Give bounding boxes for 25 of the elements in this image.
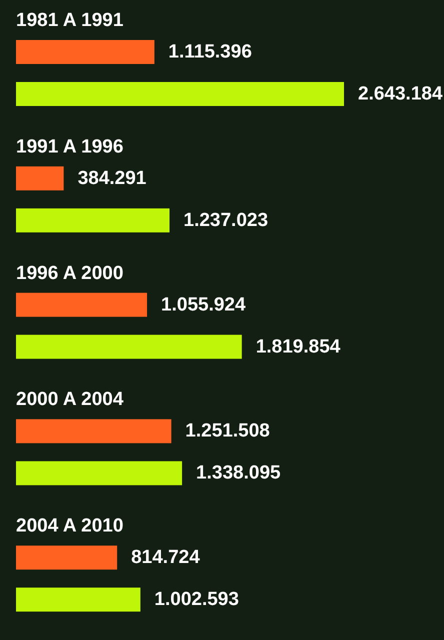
bar xyxy=(16,82,344,106)
bar xyxy=(16,292,148,317)
bar xyxy=(16,166,64,190)
data-label: 1.338.095 xyxy=(196,462,282,484)
data-label: 2.643.184 xyxy=(358,84,443,104)
data-label: 1.115.396 xyxy=(168,42,252,62)
y-tick-label: 2004 A 2010 xyxy=(16,516,124,537)
data-label: 1.819.854 xyxy=(256,336,341,358)
bar xyxy=(16,40,154,64)
y-tick-label: 2000 A 2004 xyxy=(16,389,124,410)
data-label: 1.055.924 xyxy=(161,294,246,316)
data-label: 1.002.593 xyxy=(154,589,239,610)
data-label: 1.251.508 xyxy=(185,420,270,442)
y-tick-label: 1981 A 1991 xyxy=(16,10,124,31)
bar xyxy=(16,334,242,359)
data-label: 814.724 xyxy=(131,547,200,568)
bar xyxy=(16,588,140,612)
y-tick-label: 1996 A 2000 xyxy=(16,262,124,284)
bar xyxy=(16,546,118,570)
bar xyxy=(16,419,172,444)
data-label: 1.237.023 xyxy=(184,210,268,231)
y-tick-label: 1991 A 1996 xyxy=(16,136,124,158)
data-label: 384.291 xyxy=(78,168,147,189)
bar xyxy=(16,461,182,486)
bar xyxy=(16,208,170,232)
